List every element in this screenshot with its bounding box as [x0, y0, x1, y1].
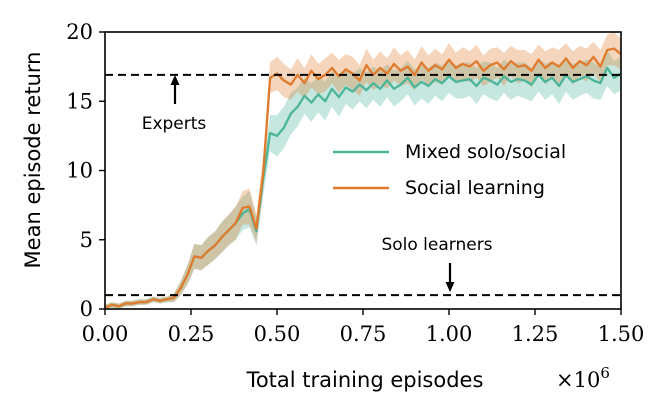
confidence-bands: [105, 32, 621, 309]
annotation-experts: Experts: [142, 114, 207, 134]
legend-label-mixed: Mixed solo/social: [405, 141, 566, 163]
y-tick-label: 15: [66, 89, 93, 113]
y-tick-label: 10: [66, 159, 93, 183]
x-axis-label: Total training episodes: [246, 368, 484, 392]
x-tick-label: 1.25: [512, 322, 559, 346]
line-series-1: [104, 47, 622, 309]
series-lines: [104, 47, 622, 309]
x-tick-label: 1.00: [426, 322, 473, 346]
band-series-0: [105, 50, 621, 309]
y-axis-label: Mean episode return: [21, 52, 45, 269]
reference-lines: [105, 73, 621, 297]
y-tick-label: 20: [66, 20, 93, 44]
x-tick-label: 0.00: [82, 322, 129, 346]
ticks: 0.00 0.25 0.50 0.75 1.00 1.25 1.50 0 5 10 15 20: [66, 20, 644, 346]
legend-label-social: Social learning: [405, 177, 545, 199]
x-tick-label: 0.25: [168, 322, 215, 346]
arrow-up-icon: [170, 75, 180, 104]
x-tick-label: 0.50: [254, 322, 301, 346]
annotation-solo-learners: Solo learners: [381, 235, 492, 255]
legend: Mixed solo/social Social learning: [333, 141, 566, 199]
band-series-1: [105, 32, 621, 309]
x-scale-multiplier: ×106: [556, 364, 610, 392]
arrow-down-icon: [445, 263, 455, 292]
y-tick-label: 5: [80, 228, 93, 252]
x-tick-label: 0.75: [340, 322, 387, 346]
x-tick-label: 1.50: [598, 322, 645, 346]
y-tick-label: 0: [80, 297, 93, 321]
